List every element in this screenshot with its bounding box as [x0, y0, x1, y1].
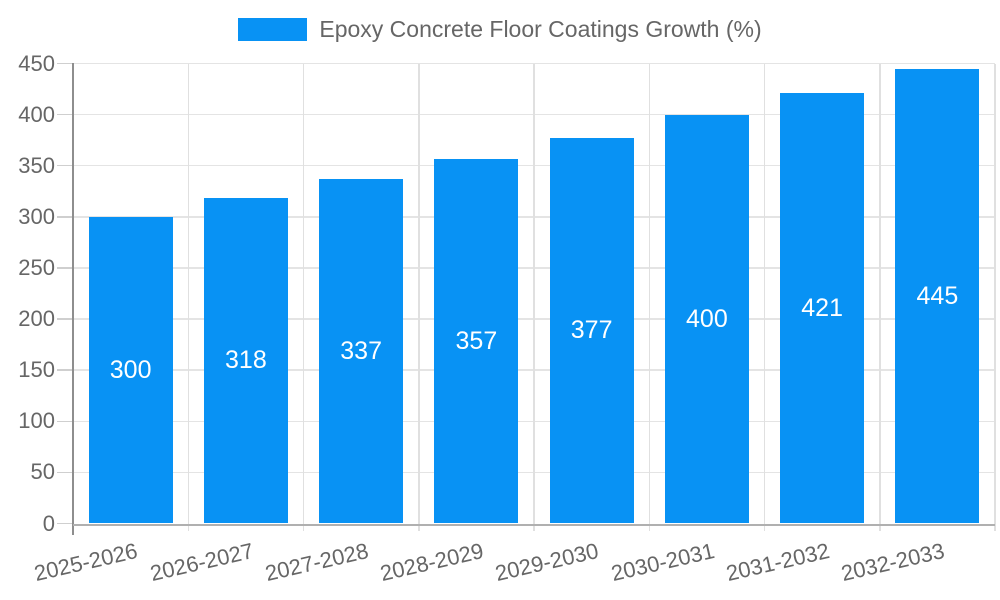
- v-gridline: [418, 63, 420, 531]
- y-axis-tick-label: 150: [18, 357, 55, 383]
- x-axis-tick-label: 2030-2031: [608, 538, 717, 587]
- bar-value-label: 357: [455, 326, 498, 355]
- v-gridline: [533, 63, 535, 531]
- bar-value-label: 300: [109, 355, 152, 384]
- x-axis-tick-label: 2032-2033: [838, 538, 947, 587]
- bar[interactable]: 357: [434, 158, 519, 524]
- y-axis-tick: [57, 62, 72, 65]
- v-gridline: [648, 63, 650, 531]
- bar[interactable]: 337: [319, 179, 404, 524]
- y-axis-tick-label: 0: [42, 510, 55, 536]
- v-gridline: [187, 63, 189, 531]
- x-axis-tick-label: 2031-2032: [723, 538, 832, 587]
- bar-value-label: 377: [570, 316, 613, 345]
- y-axis-tick-label: 300: [18, 203, 55, 229]
- bar[interactable]: 377: [549, 138, 634, 524]
- y-axis-tick-label: 400: [18, 101, 55, 127]
- y-axis-tick: [57, 420, 72, 423]
- v-gridline: [879, 63, 881, 531]
- bar[interactable]: 300: [88, 216, 173, 524]
- x-axis-tick-label: 2028-2029: [377, 538, 486, 587]
- x-axis-tick-label: 2029-2030: [493, 538, 602, 587]
- y-axis-tick-label: 100: [18, 408, 55, 434]
- y-axis-tick: [57, 216, 72, 218]
- v-gridline: [302, 63, 305, 531]
- y-axis-line: [71, 63, 74, 535]
- bar-value-label: 445: [916, 281, 959, 310]
- y-axis-tick: [57, 522, 72, 525]
- x-axis-tick-label: 2026-2027: [147, 538, 256, 587]
- y-axis-tick: [57, 318, 72, 320]
- bar-value-label: 318: [225, 346, 267, 375]
- bar-value-label: 337: [340, 336, 382, 365]
- bar[interactable]: 318: [203, 198, 288, 524]
- bar-value-label: 421: [801, 293, 843, 322]
- y-axis-tick-label: 50: [30, 459, 55, 485]
- y-axis-tick: [57, 369, 72, 371]
- y-axis-tick: [57, 471, 72, 474]
- bar[interactable]: 400: [664, 114, 749, 524]
- bar[interactable]: 445: [895, 68, 980, 524]
- bar[interactable]: 421: [780, 93, 865, 524]
- chart-legend[interactable]: Epoxy Concrete Floor Coatings Growth (%): [0, 16, 1000, 43]
- bar-value-label: 400: [686, 304, 728, 333]
- x-axis-tick-label: 2025-2026: [32, 538, 141, 587]
- y-axis-tick-label: 350: [18, 152, 55, 178]
- v-gridline: [994, 63, 996, 531]
- legend-swatch: [238, 18, 308, 41]
- x-axis-tick-label: 2027-2028: [262, 538, 371, 587]
- v-gridline: [763, 63, 766, 531]
- x-axis-line: [73, 523, 995, 526]
- y-axis-tick-label: 250: [18, 254, 55, 280]
- y-axis-tick: [57, 267, 72, 269]
- y-axis-tick: [57, 113, 72, 116]
- y-axis-tick-label: 200: [18, 306, 55, 332]
- y-axis-tick-label: 450: [18, 50, 55, 76]
- y-axis-tick: [57, 164, 72, 167]
- legend-label: Epoxy Concrete Floor Coatings Growth (%): [319, 16, 762, 42]
